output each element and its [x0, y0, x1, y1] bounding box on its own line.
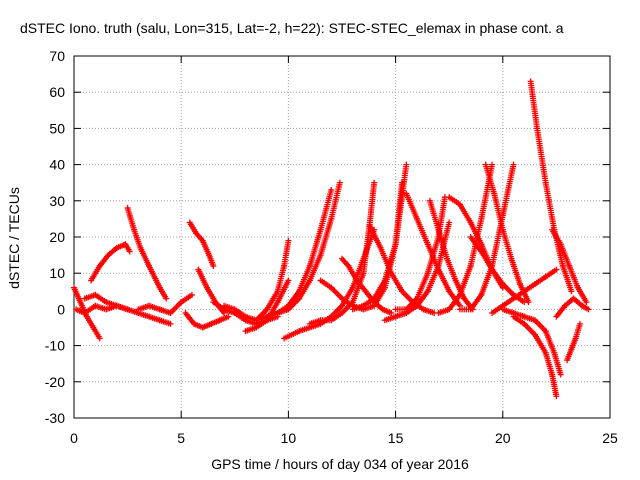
- data-point: [510, 161, 517, 168]
- data-point: [576, 320, 583, 327]
- data-points: [71, 78, 592, 400]
- x-axis-ticks: 0 5 10 15 20 25: [70, 56, 618, 446]
- chart-title: dSTEC Iono. truth (salu, Lon=315, Lat=-2…: [20, 20, 564, 36]
- x-tick-label: 20: [495, 430, 511, 446]
- data-point: [188, 291, 195, 298]
- x-tick-label: 5: [177, 430, 185, 446]
- data-point: [585, 306, 592, 313]
- x-tick-label: 15: [388, 430, 404, 446]
- data-point: [388, 310, 395, 317]
- data-point: [210, 262, 217, 269]
- y-tick-label: 30: [49, 193, 65, 209]
- y-tick-label: 10: [49, 265, 65, 281]
- y-tick-label: 40: [49, 157, 65, 173]
- data-point: [553, 266, 560, 273]
- data-point: [225, 313, 232, 320]
- data-point: [399, 179, 406, 186]
- data-point: [403, 161, 410, 168]
- data-point: [557, 371, 564, 378]
- data-point: [583, 299, 590, 306]
- x-tick-label: 25: [602, 430, 618, 446]
- data-point: [553, 393, 560, 400]
- x-tick-label: 10: [281, 430, 297, 446]
- data-point: [336, 179, 343, 186]
- data-point: [163, 295, 170, 302]
- y-tick-label: 60: [49, 84, 65, 100]
- y-axis-ticks: -30 -20 -10 0 10 20 30 40 50 60 70: [45, 48, 610, 426]
- data-point: [568, 288, 575, 295]
- data-point: [328, 186, 335, 193]
- data-point: [126, 248, 133, 255]
- data-point: [96, 335, 103, 342]
- y-tick-label: -10: [45, 338, 65, 354]
- data-point: [285, 237, 292, 244]
- grid-lines: [74, 56, 610, 418]
- y-tick-label: -20: [45, 374, 65, 390]
- data-point: [167, 320, 174, 327]
- y-tick-label: -30: [45, 410, 65, 426]
- y-tick-label: 50: [49, 120, 65, 136]
- y-tick-label: 0: [57, 301, 65, 317]
- x-tick-label: 0: [70, 430, 78, 446]
- x-axis-label: GPS time / hours of day 034 of year 2016: [211, 456, 469, 472]
- data-point: [371, 179, 378, 186]
- data-point: [525, 299, 532, 306]
- data-point: [446, 219, 453, 226]
- data-point: [285, 277, 292, 284]
- y-tick-label: 70: [49, 48, 65, 64]
- y-axis-label: dSTEC / TECUs: [6, 187, 22, 289]
- y-tick-label: 20: [49, 229, 65, 245]
- data-point: [489, 161, 496, 168]
